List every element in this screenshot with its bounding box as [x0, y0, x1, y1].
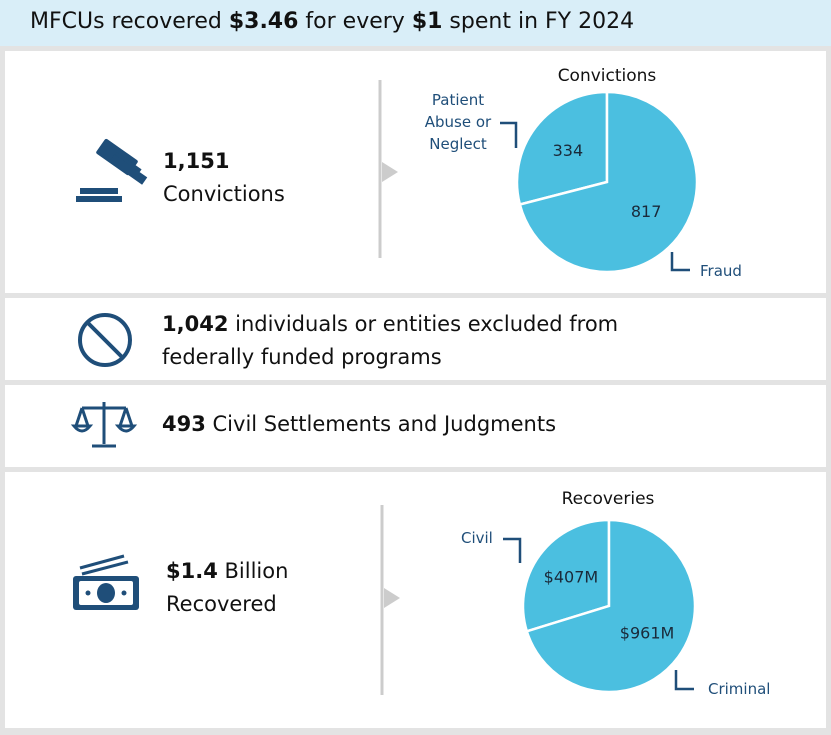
- pie-title: Recoveries: [561, 489, 655, 509]
- pie-slice: [521, 518, 611, 633]
- divider: [378, 80, 400, 695]
- pie-slice: [515, 90, 609, 207]
- stat-text: Billion Recovered: [166, 559, 296, 616]
- callout-bracket: [500, 121, 694, 691]
- pie-value-label: $961M: [620, 624, 675, 643]
- money-icon: [73, 554, 139, 610]
- title-part: spent in FY 2024: [442, 9, 635, 34]
- pie-category-label: Civil: [461, 529, 493, 547]
- header-title: MFCUs recovered $3.46 for every $1 spent…: [30, 9, 634, 34]
- title-part: for every: [298, 9, 412, 34]
- stat-number: $1.4: [166, 559, 218, 583]
- pie-chart: 334 817: [515, 90, 699, 274]
- pie-title: Convictions: [557, 66, 657, 86]
- pie-chart: $407M $961M: [521, 518, 697, 694]
- exclusions-panel: [5, 298, 826, 380]
- convictions-stat: 1,151 Convictions: [163, 145, 285, 211]
- title-part: $3.46: [228, 9, 299, 34]
- stat-number: 1,151: [163, 149, 230, 173]
- pie-category-label: Patient Abuse or Neglect: [424, 91, 492, 153]
- pie-value-label: $407M: [544, 567, 599, 586]
- pie-value-label: 334: [553, 141, 584, 160]
- stat-text: Convictions: [163, 182, 285, 206]
- settlements-panel: [5, 385, 826, 467]
- stat-text: individuals or entities excluded from fe…: [162, 312, 625, 369]
- stat-text: Civil Settlements and Judgments: [205, 412, 557, 436]
- pie-slice: [518, 90, 699, 274]
- pie-category-label: Criminal: [708, 680, 771, 698]
- gavel-icon: [76, 138, 148, 202]
- no-sign-icon: [78, 313, 132, 367]
- stat-number: 1,042: [162, 312, 229, 336]
- header-band: MFCUs recovered $3.46 for every $1 spent…: [0, 0, 831, 46]
- stat-number: 493: [162, 412, 206, 436]
- settlements-stat: 493 Civil Settlements and Judgments: [162, 408, 556, 441]
- pie-value-label: 817: [631, 202, 662, 221]
- title-part: $1: [411, 9, 443, 34]
- recovered-stat: $1.4 Billion Recovered: [166, 555, 316, 621]
- title-part: MFCUs recovered: [30, 9, 229, 34]
- exclusions-stat: 1,042 individuals or entities excluded f…: [162, 308, 702, 374]
- pie-category-label: Fraud: [700, 262, 742, 280]
- pie-slice: [525, 518, 697, 694]
- scales-icon: [70, 402, 138, 448]
